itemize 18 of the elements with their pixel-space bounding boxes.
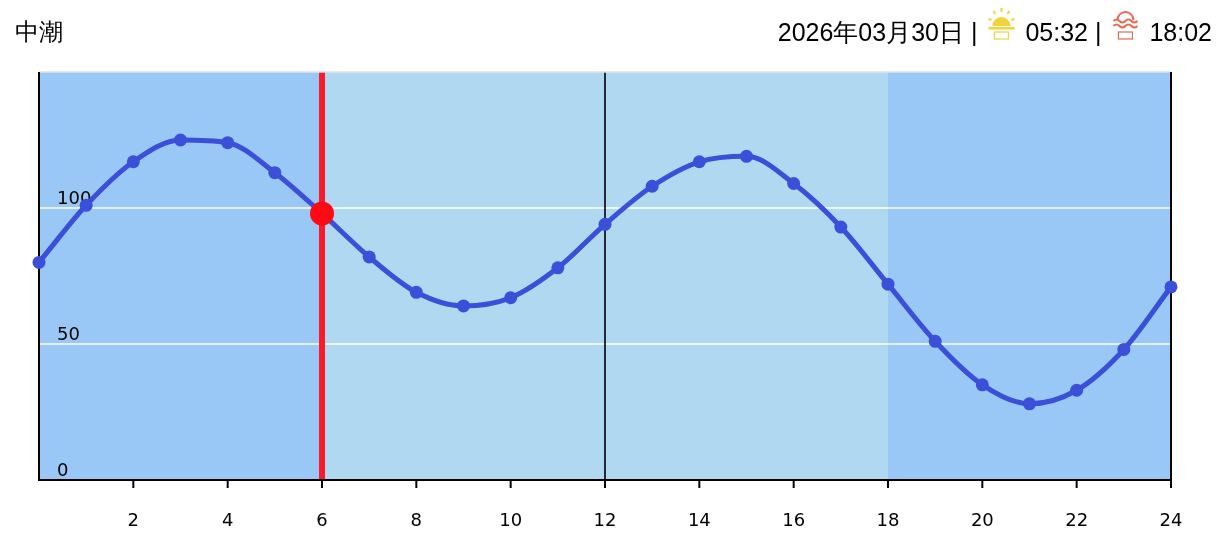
- x-tick-label: 16: [782, 509, 806, 530]
- chart-subtitle: 2026年03月30日 |: [777, 18, 978, 46]
- x-tick-label: 18: [876, 509, 900, 530]
- x-tick-label: 12: [593, 509, 617, 530]
- x-tick-label: 22: [1065, 509, 1089, 530]
- x-tick-label: 10: [499, 509, 523, 530]
- x-tick-label: 20: [970, 509, 994, 530]
- text: 05:32 |: [1025, 18, 1102, 46]
- text: 18:02: [1149, 18, 1212, 46]
- x-tick-label: 2: [127, 509, 140, 530]
- x-tick-label: 14: [687, 509, 711, 530]
- y-tick-label: 50: [57, 323, 80, 344]
- y-tick-label: 0: [57, 459, 69, 480]
- x-tick-label: 4: [221, 509, 234, 530]
- chart-title: 中潮: [15, 18, 63, 45]
- x-tick-label: 24: [1159, 509, 1183, 530]
- x-tick-label: 6: [316, 509, 328, 530]
- x-tick-label: 8: [410, 509, 423, 530]
